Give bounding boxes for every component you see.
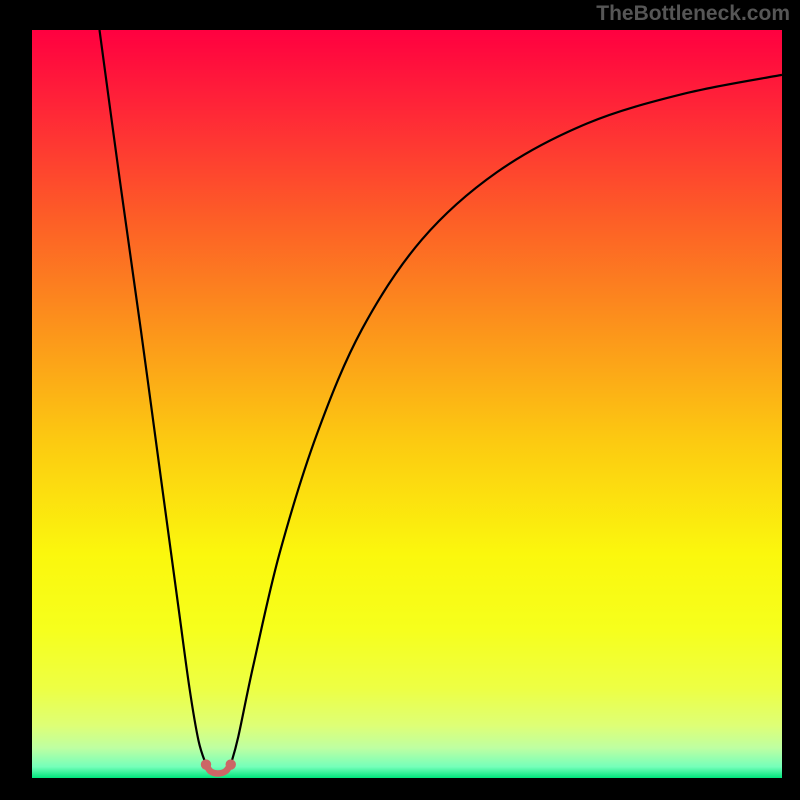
plot-area bbox=[32, 30, 782, 778]
watermark-text: TheBottleneck.com bbox=[596, 2, 790, 26]
bottleneck-curve-svg bbox=[32, 30, 782, 778]
curve-right-branch bbox=[231, 75, 782, 765]
endpoint-marker-0 bbox=[201, 759, 211, 769]
endpoint-marker-1 bbox=[226, 759, 236, 769]
curve-left-branch bbox=[100, 30, 207, 765]
chart-container: TheBottleneck.com bbox=[0, 0, 800, 800]
